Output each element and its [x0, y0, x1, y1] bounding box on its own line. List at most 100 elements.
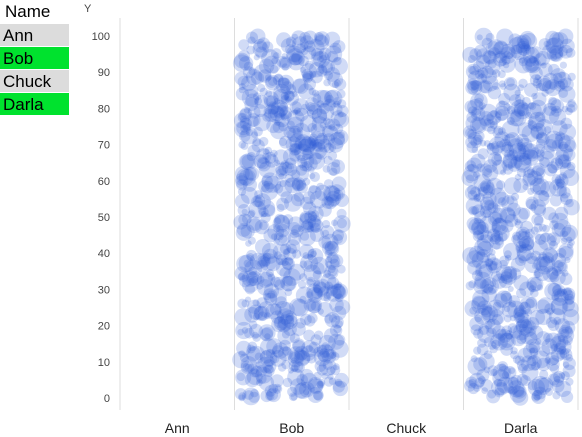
scatter-point: [310, 250, 317, 258]
scatter-point: [531, 213, 544, 226]
scatter-point: [280, 160, 290, 170]
scatter-point: [560, 192, 573, 205]
scatter-point: [275, 260, 292, 277]
scatter-point: [279, 57, 291, 69]
scatter-point: [274, 385, 282, 392]
scatter-point: [551, 32, 569, 49]
scatter-point: [317, 301, 333, 318]
scatter-point: [330, 258, 340, 268]
scatter-point: [329, 297, 344, 313]
scatter-point: [267, 105, 286, 124]
listbox-item-chuck[interactable]: Chuck: [0, 70, 69, 93]
scatter-point: [550, 53, 558, 61]
scatter-point: [471, 219, 487, 235]
scatter-point: [292, 338, 306, 352]
scatter-point: [311, 107, 328, 124]
scatter-point: [238, 350, 246, 358]
scatter-point: [255, 366, 273, 384]
scatter-point: [280, 94, 290, 104]
scatter-point: [311, 138, 326, 153]
scatter-point: [567, 99, 576, 108]
scatter-point: [246, 113, 261, 128]
scatter-point: [277, 318, 291, 333]
scatter-point: [491, 339, 501, 349]
scatter-point: [536, 253, 551, 268]
scatter-point: [284, 256, 294, 266]
scatter-point: [475, 48, 492, 64]
scatter-point: [500, 271, 513, 284]
scatter-point: [331, 229, 348, 246]
scatter-point: [546, 357, 560, 371]
scatter-point: [492, 314, 503, 325]
scatter-point: [287, 351, 304, 368]
scatter-point: [265, 348, 276, 359]
scatter-point: [510, 111, 522, 122]
listbox-item-bob[interactable]: Bob: [0, 47, 69, 70]
scatter-point: [479, 103, 498, 122]
scatter-point: [531, 361, 540, 371]
scatter-point: [473, 194, 481, 202]
scatter-point: [530, 46, 543, 59]
scatter-point: [503, 76, 518, 91]
scatter-point: [565, 354, 574, 362]
scatter-point: [299, 211, 313, 224]
scatter-point: [319, 348, 330, 358]
scatter-point: [507, 138, 524, 154]
scatter-point: [531, 389, 546, 404]
scatter-point: [483, 159, 498, 173]
scatter-point: [297, 154, 306, 163]
scatter-point: [530, 250, 541, 261]
scatter-point: [234, 52, 250, 69]
scatter-point: [248, 277, 255, 284]
scatter-point: [262, 248, 278, 264]
scatter-point: [503, 314, 512, 323]
scatter-point: [287, 216, 304, 233]
scatter-point: [280, 243, 292, 255]
scatter-point: [292, 249, 302, 259]
scatter-point: [264, 154, 279, 168]
listbox-item-ann[interactable]: Ann: [0, 24, 69, 47]
scatter-point: [487, 260, 498, 271]
scatter-point: [489, 212, 502, 225]
listbox-title: Name: [5, 2, 51, 21]
scatter-point: [550, 105, 562, 117]
scatter-point: [530, 309, 546, 325]
scatter-point: [246, 249, 257, 261]
scatter-point: [562, 300, 579, 318]
scatter-point: [317, 90, 333, 106]
scatter-point: [317, 308, 324, 315]
scatter-point: [467, 65, 476, 75]
scatter-point: [526, 276, 542, 293]
scatter-point: [549, 31, 565, 48]
scatter-point: [299, 368, 314, 383]
scatter-point: [533, 215, 544, 226]
scatter-point: [333, 334, 346, 346]
scatter-point: [310, 301, 321, 312]
scatter-point: [270, 374, 284, 388]
scatter-point: [533, 386, 547, 400]
scatter-point: [549, 363, 560, 374]
scatter-point: [266, 269, 274, 277]
scatter-point: [505, 132, 520, 147]
scatter-point: [501, 56, 511, 65]
scatter-point: [461, 169, 479, 187]
scatter-point: [308, 87, 316, 96]
scatter-point: [480, 305, 493, 318]
scatter-point: [467, 131, 482, 146]
scatter-point: [236, 340, 252, 356]
scatter-point: [504, 305, 511, 313]
scatter-point: [508, 37, 526, 55]
scatter-point: [261, 49, 279, 67]
scatter-point: [551, 260, 564, 273]
scatter-point: [511, 35, 530, 54]
scatter-point: [257, 311, 268, 321]
scatter-point: [293, 383, 310, 399]
scatter-point: [509, 45, 523, 58]
scatter-point: [489, 280, 497, 288]
scatter-point: [309, 70, 317, 79]
scatter-point: [310, 222, 321, 233]
scatter-point: [283, 268, 301, 286]
scatter-point: [527, 187, 535, 195]
scatter-point: [477, 80, 491, 94]
listbox-item-darla[interactable]: Darla: [0, 93, 69, 116]
